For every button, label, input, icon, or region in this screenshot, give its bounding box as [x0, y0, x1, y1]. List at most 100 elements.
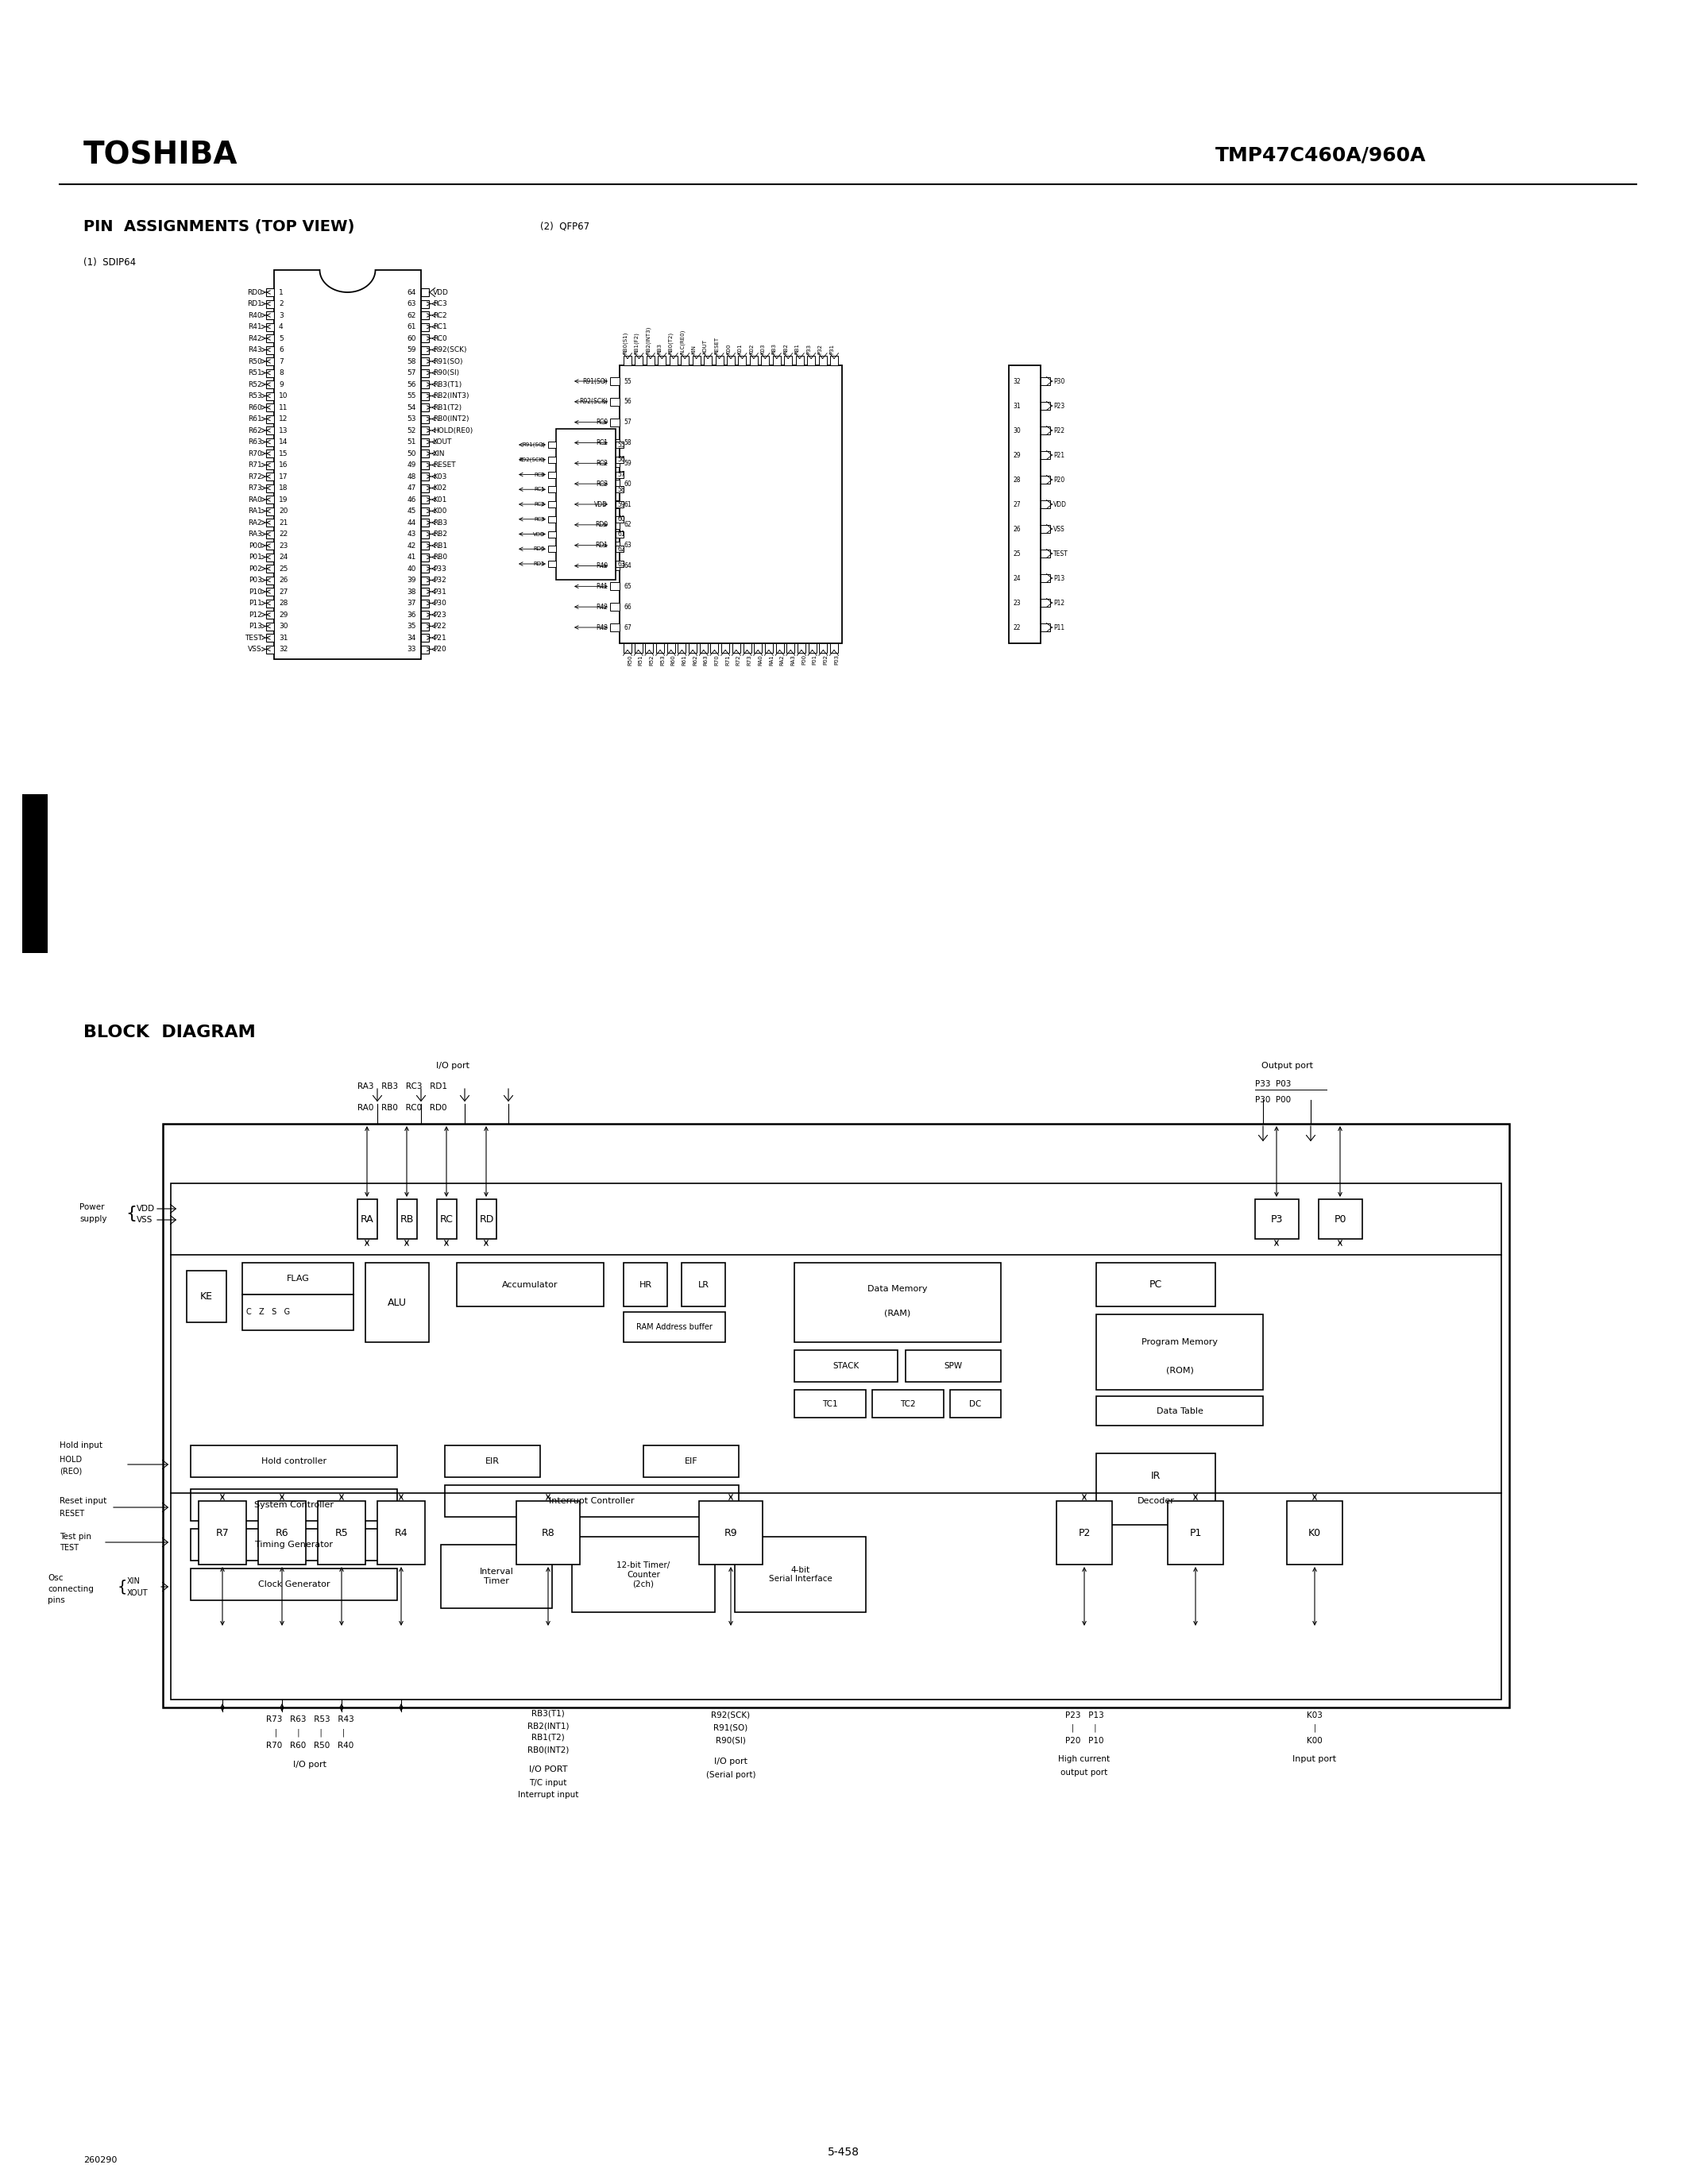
- Text: 42: 42: [407, 542, 417, 548]
- Text: SPW: SPW: [944, 1363, 962, 1369]
- Text: RB2(INT3): RB2(INT3): [645, 325, 650, 354]
- Bar: [619, 365, 842, 644]
- Text: 57: 57: [407, 369, 417, 376]
- Text: R43: R43: [248, 347, 262, 354]
- Text: P12: P12: [1053, 598, 1065, 607]
- Text: RB3: RB3: [771, 343, 776, 354]
- Text: RB1(T2): RB1(T2): [432, 404, 461, 411]
- Text: RB3(T1): RB3(T1): [432, 380, 463, 389]
- Text: P22: P22: [432, 622, 446, 629]
- Text: R9: R9: [724, 1527, 738, 1538]
- Text: 15: 15: [279, 450, 289, 456]
- Bar: [267, 426, 273, 435]
- Text: Osc: Osc: [47, 1575, 62, 1581]
- Bar: [830, 356, 837, 365]
- Text: Accumulator: Accumulator: [503, 1280, 559, 1289]
- Bar: [609, 500, 619, 509]
- Text: 62: 62: [407, 312, 417, 319]
- Text: 38: 38: [407, 587, 417, 596]
- Text: RA3: RA3: [248, 531, 262, 537]
- Bar: [682, 1262, 726, 1306]
- Text: K02: K02: [749, 343, 755, 354]
- Text: STACK: STACK: [832, 1363, 859, 1369]
- Bar: [420, 345, 429, 354]
- Text: P00: P00: [248, 542, 262, 548]
- Text: 28: 28: [279, 601, 289, 607]
- Text: HOLD: HOLD: [59, 1457, 83, 1463]
- Text: R73: R73: [248, 485, 262, 491]
- Text: RB: RB: [400, 1214, 414, 1225]
- Bar: [420, 391, 429, 400]
- Text: K00: K00: [432, 507, 447, 515]
- Text: 52: 52: [407, 426, 417, 435]
- Text: R53: R53: [248, 393, 262, 400]
- Text: I/O port: I/O port: [436, 1061, 469, 1070]
- Bar: [776, 644, 783, 653]
- Text: 60: 60: [407, 334, 417, 343]
- Text: R8: R8: [542, 1527, 555, 1538]
- Text: 62: 62: [623, 522, 631, 529]
- Bar: [420, 358, 429, 365]
- Text: 30: 30: [1013, 426, 1021, 435]
- Text: 32: 32: [279, 646, 289, 653]
- Bar: [267, 496, 273, 505]
- Text: R53: R53: [660, 655, 665, 666]
- Text: 13: 13: [279, 426, 289, 435]
- Text: RA1: RA1: [248, 507, 262, 515]
- Bar: [549, 561, 555, 568]
- Text: TEST: TEST: [245, 633, 262, 642]
- Text: 57: 57: [618, 472, 625, 478]
- Text: 60: 60: [618, 515, 625, 522]
- Text: R91(SO): R91(SO): [714, 1723, 748, 1732]
- Text: C   Z   S   G: C Z S G: [246, 1308, 290, 1317]
- Text: 41: 41: [407, 553, 417, 561]
- Text: pins: pins: [47, 1597, 64, 1605]
- Text: 59: 59: [623, 459, 631, 467]
- Bar: [420, 369, 429, 378]
- Text: Test pin: Test pin: [59, 1533, 91, 1540]
- Bar: [420, 461, 429, 470]
- Text: 31: 31: [279, 633, 289, 642]
- Bar: [905, 1350, 1001, 1382]
- Text: RC2: RC2: [432, 312, 447, 319]
- Bar: [420, 485, 429, 491]
- Text: RAM Address buffer: RAM Address buffer: [636, 1324, 712, 1330]
- Text: 27: 27: [1013, 500, 1021, 509]
- Bar: [267, 531, 273, 537]
- Text: 22: 22: [1013, 625, 1020, 631]
- Text: 10: 10: [279, 393, 289, 400]
- Text: R6: R6: [275, 1527, 289, 1538]
- Text: 24: 24: [1013, 574, 1021, 581]
- Bar: [420, 577, 429, 583]
- Text: VSS: VSS: [248, 646, 262, 653]
- Text: 36: 36: [407, 612, 417, 618]
- Bar: [704, 356, 712, 365]
- Text: R91(SO): R91(SO): [582, 378, 608, 384]
- Text: RC0: RC0: [432, 334, 447, 343]
- Bar: [420, 334, 429, 343]
- Bar: [420, 587, 429, 596]
- Text: |        |        |        |: | | | |: [275, 1730, 344, 1736]
- Bar: [420, 622, 429, 631]
- Bar: [1096, 1315, 1263, 1389]
- Bar: [549, 441, 555, 448]
- Text: R91(SO): R91(SO): [432, 358, 463, 365]
- Bar: [420, 312, 429, 319]
- Bar: [785, 356, 792, 365]
- Text: 39: 39: [407, 577, 417, 583]
- Text: RB1: RB1: [795, 343, 800, 354]
- Bar: [609, 622, 619, 631]
- Text: R52: R52: [650, 655, 653, 666]
- Text: 55: 55: [623, 378, 631, 384]
- Text: P00: P00: [802, 655, 807, 664]
- Text: 29: 29: [279, 612, 289, 618]
- Bar: [635, 356, 643, 365]
- Bar: [420, 439, 429, 446]
- Text: Power: Power: [79, 1203, 105, 1212]
- Text: VSS: VSS: [137, 1216, 154, 1223]
- Bar: [267, 415, 273, 424]
- Text: P20   P10: P20 P10: [1065, 1736, 1104, 1745]
- Text: TC1: TC1: [822, 1400, 837, 1409]
- Text: R92(SCK): R92(SCK): [432, 347, 466, 354]
- Text: 66: 66: [623, 603, 631, 612]
